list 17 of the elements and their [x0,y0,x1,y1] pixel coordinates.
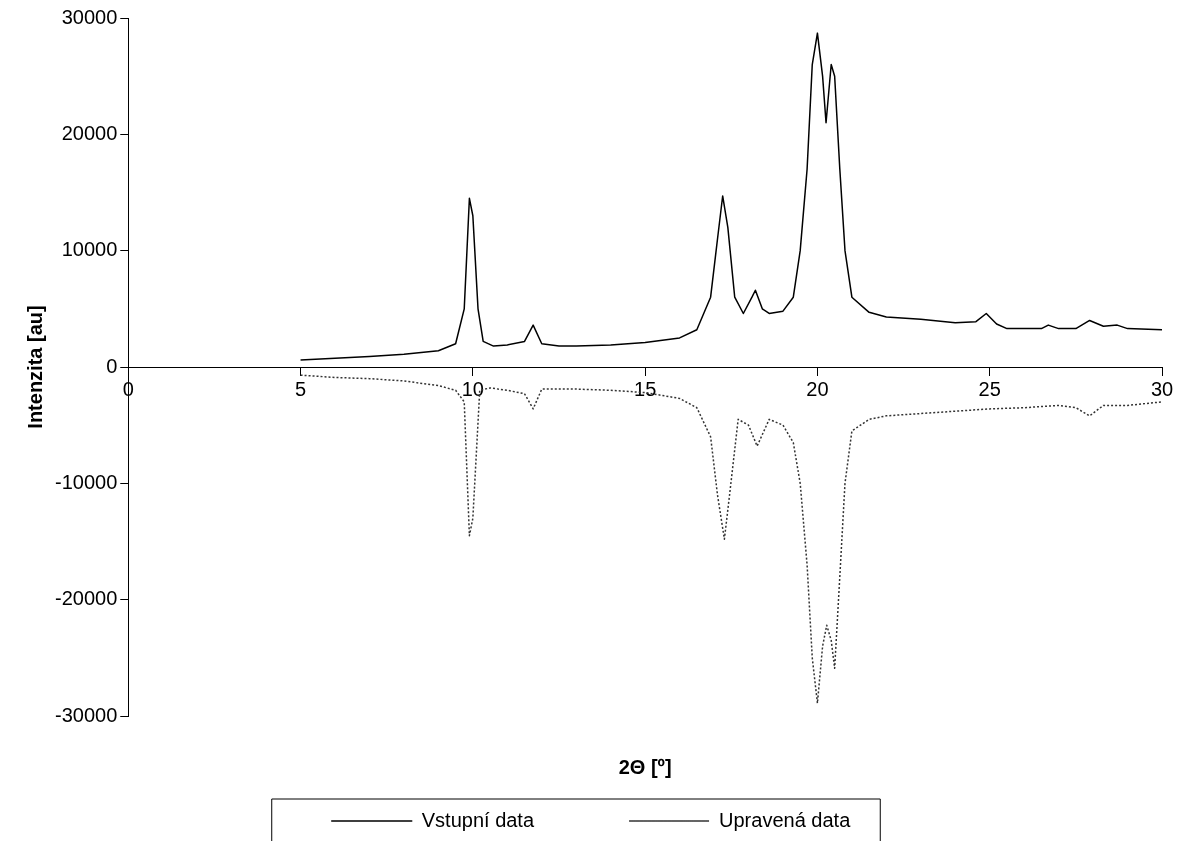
y-tick-label: 0 [106,354,118,377]
x-tick-label: 5 [295,377,307,400]
x-tick-label: 15 [634,377,657,400]
legend-label: Vstupní data [421,808,535,831]
x-tick-label: 20 [806,377,829,400]
y-tick-label: 30000 [61,5,118,28]
x-tick-label: 25 [978,377,1001,400]
y-tick-label: 20000 [61,121,118,144]
y-tick-label: -20000 [54,587,118,610]
x-tick-label: 30 [1150,377,1174,400]
y-tick-label: 10000 [61,238,118,261]
y-tick-label: -30000 [54,703,118,726]
legend-label: Upravená data [719,808,852,831]
y-tick-label: -10000 [54,470,118,493]
x-tick-label: 10 [461,377,484,400]
x-axis-title: 2Θ [º] [618,755,672,778]
y-axis-title: Intenzita [au] [23,305,46,429]
